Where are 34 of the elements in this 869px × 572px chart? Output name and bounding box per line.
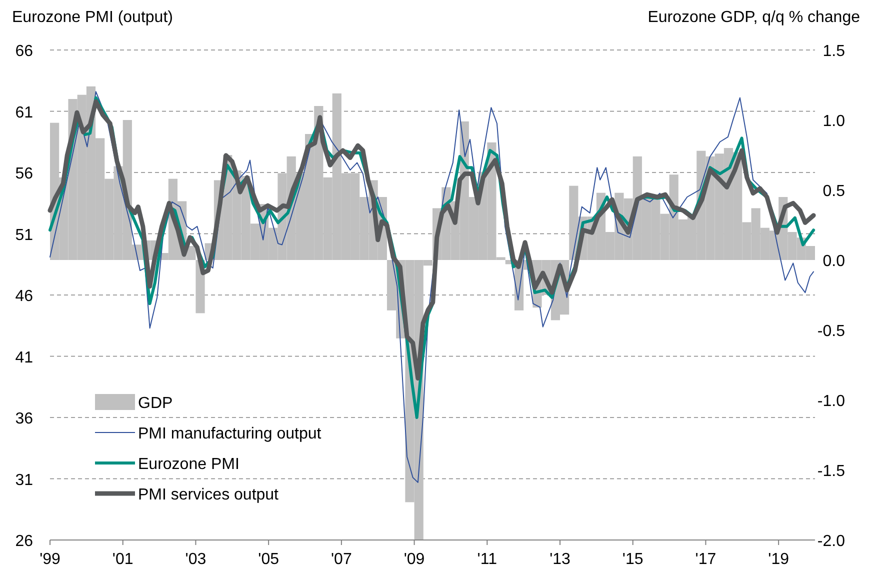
y-tick-label: 66 bbox=[15, 43, 34, 60]
y-tick-label: 26 bbox=[15, 533, 34, 550]
y-tick-label: 61 bbox=[15, 104, 34, 122]
legend-label: PMI manufacturing output bbox=[138, 426, 322, 442]
y2-tick-label: -1.5 bbox=[817, 463, 846, 480]
y-tick-label: 41 bbox=[15, 349, 34, 366]
y2-tick-label: 0.0 bbox=[822, 253, 846, 270]
y2-tick-label: 0.5 bbox=[822, 183, 846, 200]
y-tick-label: 31 bbox=[15, 472, 34, 489]
y2-tick-label: 1.0 bbox=[822, 113, 846, 130]
y2-axis-title: Eurozone GDP, q/q % change bbox=[648, 9, 860, 26]
x-tick-label: '03 bbox=[185, 551, 206, 568]
x-tick-label: '11 bbox=[477, 551, 498, 568]
x-tick-label: '17 bbox=[695, 551, 716, 568]
y-tick-label: 56 bbox=[15, 166, 34, 182]
x-tick-label: '99 bbox=[40, 551, 61, 568]
y-tick-label: 51 bbox=[15, 226, 34, 244]
y2-tick-label: 1.5 bbox=[822, 43, 846, 60]
y2-tick-label: -0.5 bbox=[817, 323, 846, 340]
x-tick-label: '19 bbox=[768, 551, 790, 568]
x-tick-label: '05 bbox=[258, 551, 280, 568]
legend-label: Eurozone PMI bbox=[138, 456, 240, 473]
y-axis-title: Eurozone PMI (output) bbox=[12, 9, 173, 26]
y-tick-label: 36 bbox=[15, 410, 34, 428]
y-tick-label: 46 bbox=[15, 288, 34, 305]
x-tick-label: '07 bbox=[331, 551, 352, 568]
x-tick-label: '09 bbox=[404, 551, 425, 568]
x-tick-label: '15 bbox=[622, 551, 644, 568]
x-tick-label: '01 bbox=[112, 551, 134, 568]
x-tick-label: '13 bbox=[550, 551, 571, 568]
legend-label: PMI services output bbox=[138, 486, 280, 504]
y2-tick-label: -1.0 bbox=[817, 393, 846, 410]
y2-tick-label: -2.0 bbox=[817, 533, 846, 550]
legend-label: GDP bbox=[138, 395, 173, 412]
